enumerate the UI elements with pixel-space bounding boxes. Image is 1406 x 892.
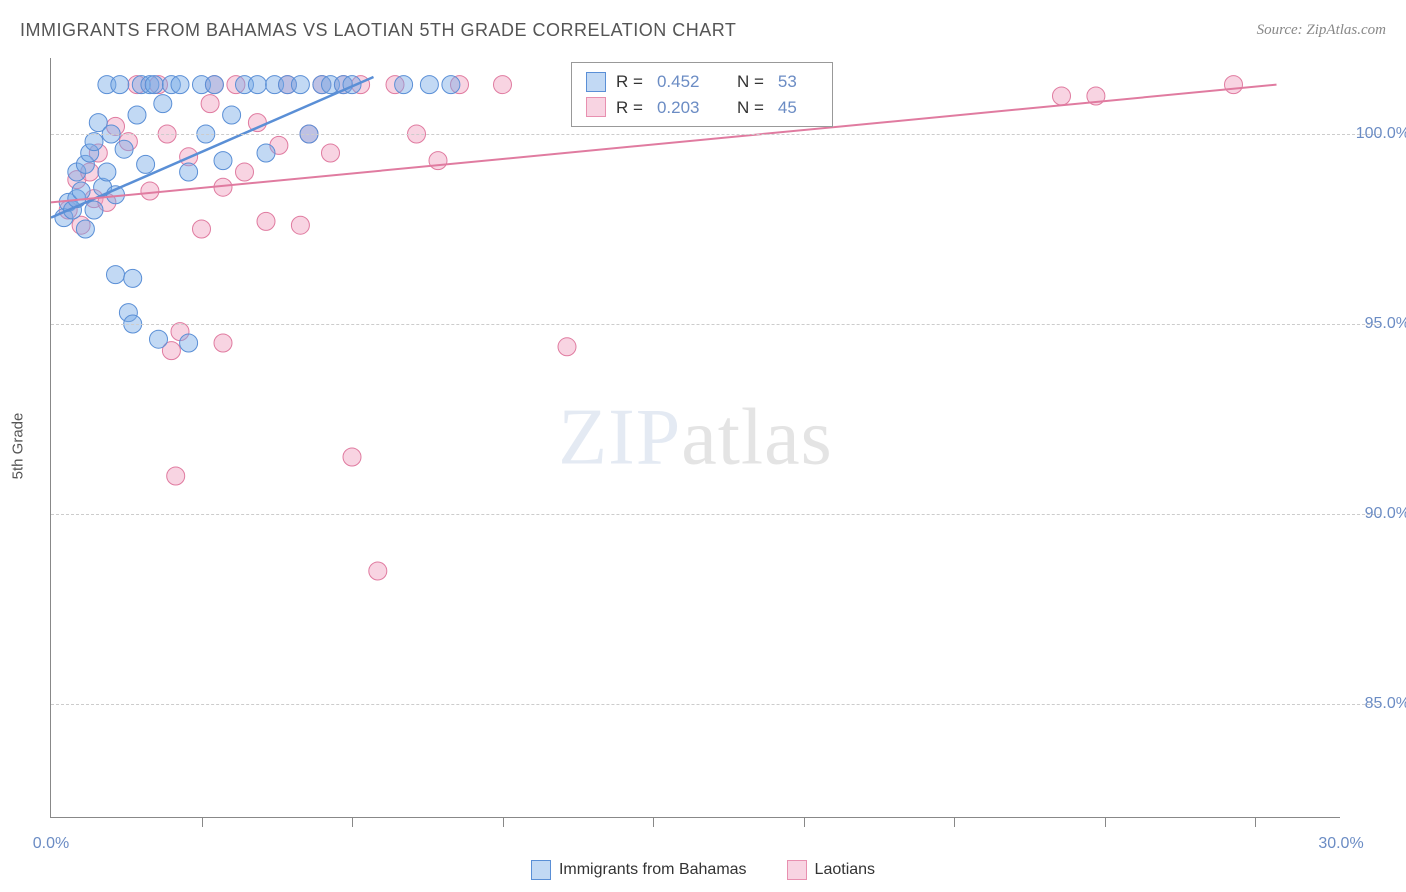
stats-row-blue: R = 0.452 N = 53: [586, 69, 818, 95]
ytick-label: 95.0%: [1350, 315, 1406, 333]
xtick-label: 30.0%: [1318, 835, 1363, 853]
xtick: [954, 817, 955, 827]
stats-row-pink: R = 0.203 N = 45: [586, 95, 818, 121]
data-point: [72, 182, 90, 200]
xtick: [202, 817, 203, 827]
data-point: [171, 76, 189, 94]
ytick-label: 100.0%: [1350, 125, 1406, 143]
gridline: [51, 134, 1380, 135]
r-value-blue: 0.452: [657, 69, 727, 95]
bottom-legend: Immigrants from Bahamas Laotians: [0, 860, 1406, 880]
data-point: [420, 76, 438, 94]
data-point: [76, 220, 94, 238]
legend-label: Immigrants from Bahamas: [559, 861, 747, 879]
xtick: [1105, 817, 1106, 827]
data-point: [442, 76, 460, 94]
data-point: [167, 467, 185, 485]
data-point: [193, 220, 211, 238]
data-point: [107, 266, 125, 284]
chart-title: IMMIGRANTS FROM BAHAMAS VS LAOTIAN 5TH G…: [20, 20, 736, 41]
legend-item-bahamas: Immigrants from Bahamas: [531, 860, 747, 880]
stats-legend: R = 0.452 N = 53 R = 0.203 N = 45: [571, 62, 833, 127]
swatch-blue-icon: [531, 860, 551, 880]
data-point: [223, 106, 241, 124]
data-point: [257, 144, 275, 162]
data-point: [128, 106, 146, 124]
data-point: [180, 163, 198, 181]
ytick-label: 90.0%: [1350, 505, 1406, 523]
data-point: [1225, 76, 1243, 94]
xtick-label: 0.0%: [33, 835, 69, 853]
data-point: [124, 269, 142, 287]
data-point: [98, 163, 116, 181]
r-value-pink: 0.203: [657, 95, 727, 121]
legend-item-laotians: Laotians: [787, 860, 876, 880]
gridline: [51, 324, 1380, 325]
data-point: [145, 76, 163, 94]
data-point: [137, 155, 155, 173]
data-point: [150, 330, 168, 348]
xtick: [503, 817, 504, 827]
data-point: [115, 140, 133, 158]
swatch-blue-icon: [586, 72, 606, 92]
xtick: [352, 817, 353, 827]
data-point: [395, 76, 413, 94]
swatch-pink-icon: [586, 97, 606, 117]
n-label: N =: [737, 69, 764, 95]
data-point: [154, 95, 172, 113]
data-point: [558, 338, 576, 356]
n-label: N =: [737, 95, 764, 121]
source-label: Source: ZipAtlas.com: [1257, 22, 1386, 39]
xtick: [653, 817, 654, 827]
plot-area: ZIPatlas R = 0.452 N = 53 R = 0.203 N = …: [50, 58, 1340, 818]
data-point: [85, 133, 103, 151]
data-point: [291, 216, 309, 234]
y-axis-label: 5th Grade: [10, 413, 27, 480]
data-point: [429, 152, 447, 170]
data-point: [369, 562, 387, 580]
data-point: [214, 334, 232, 352]
ytick-label: 85.0%: [1350, 695, 1406, 713]
gridline: [51, 704, 1380, 705]
data-point: [1053, 87, 1071, 105]
data-point: [214, 152, 232, 170]
data-point: [248, 76, 266, 94]
data-point: [205, 76, 223, 94]
swatch-pink-icon: [787, 860, 807, 880]
r-label: R =: [616, 69, 643, 95]
gridline: [51, 514, 1380, 515]
legend-label: Laotians: [815, 861, 876, 879]
data-point: [180, 334, 198, 352]
data-point: [141, 182, 159, 200]
xtick: [1255, 817, 1256, 827]
data-point: [291, 76, 309, 94]
data-point: [322, 144, 340, 162]
data-point: [257, 212, 275, 230]
data-point: [236, 163, 254, 181]
r-label: R =: [616, 95, 643, 121]
data-point: [85, 201, 103, 219]
n-value-pink: 45: [778, 95, 818, 121]
xtick: [804, 817, 805, 827]
data-point: [201, 95, 219, 113]
n-value-blue: 53: [778, 69, 818, 95]
data-point: [111, 76, 129, 94]
data-point: [343, 448, 361, 466]
data-point: [494, 76, 512, 94]
